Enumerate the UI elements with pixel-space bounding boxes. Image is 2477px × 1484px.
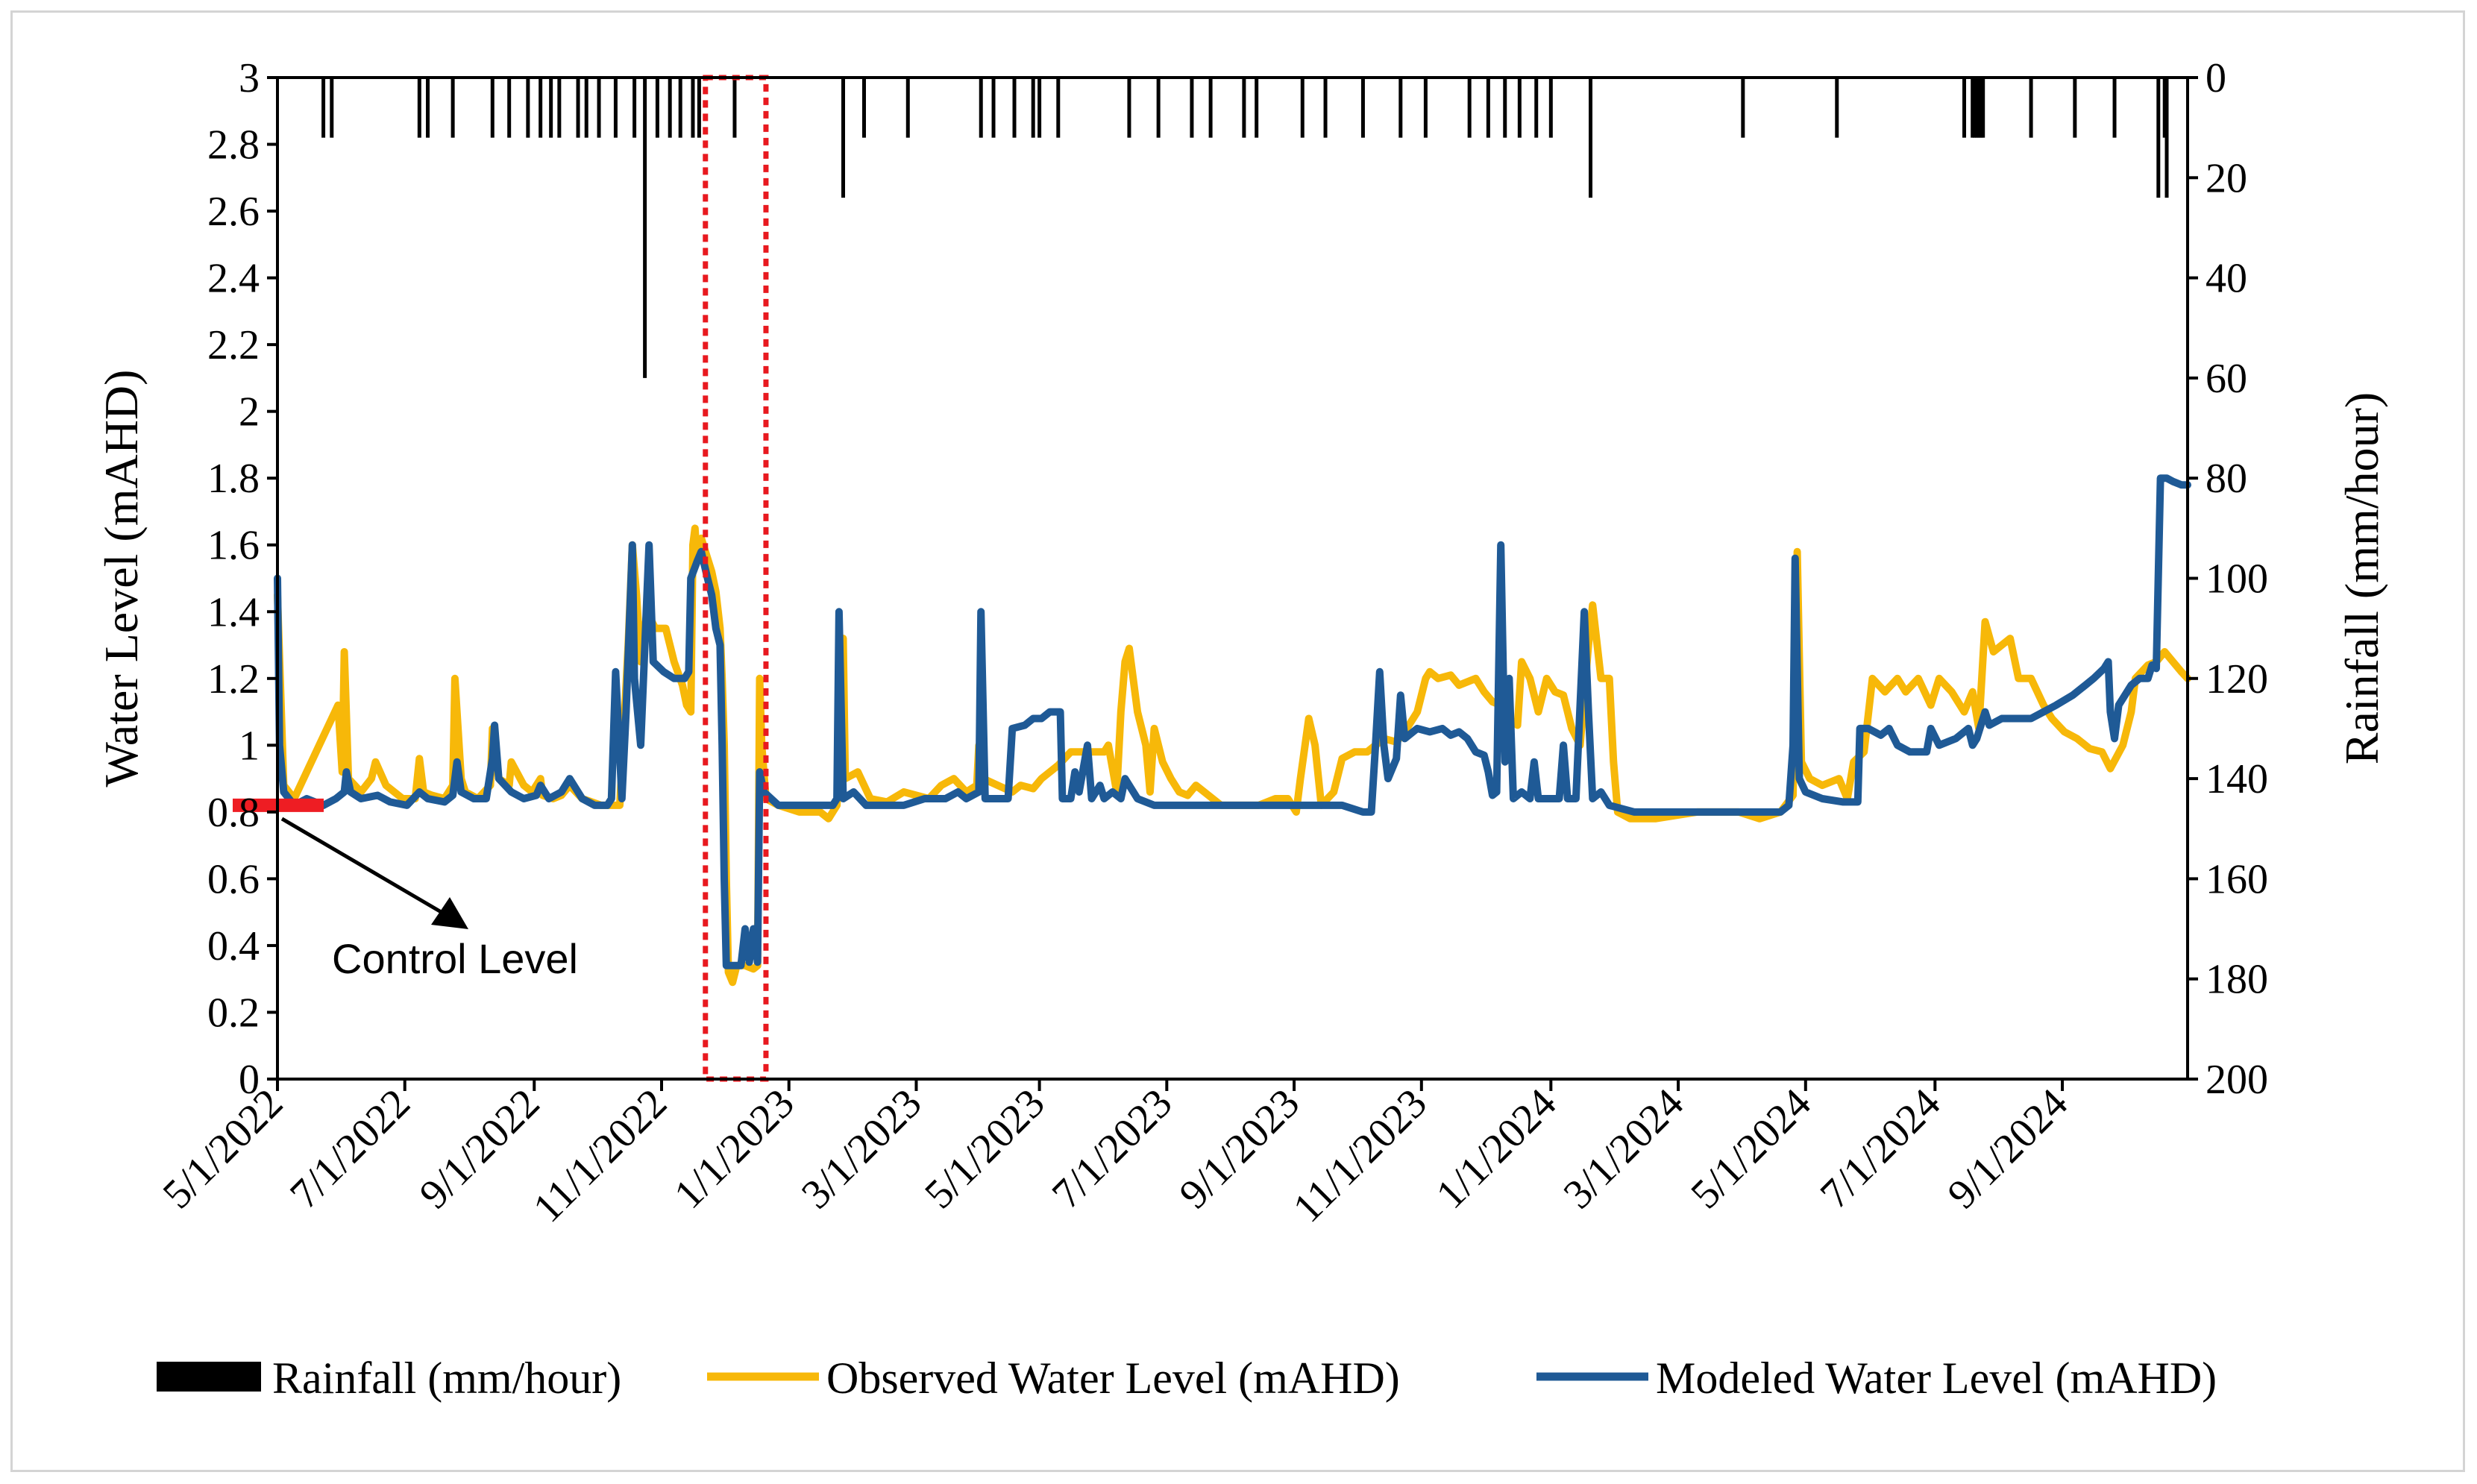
- y-axis-label: Water Level (mAHD): [95, 370, 148, 787]
- y-tick-label: 1.2: [207, 656, 260, 702]
- x-tick-label: 7/1/2024: [1812, 1080, 1950, 1218]
- observed-water-level-line: [274, 524, 2191, 987]
- y-tick-label: 1: [239, 723, 260, 769]
- control-level-label: Control Level: [332, 935, 578, 982]
- legend-label: Modeled Water Level (mAHD): [1656, 1353, 2217, 1403]
- x-tick-label: 11/1/2022: [524, 1080, 676, 1231]
- y-tick-label: 0.8: [207, 790, 260, 836]
- y-tick-label: 2.8: [207, 122, 260, 169]
- modeled-water-level-line: [274, 474, 2191, 969]
- legend: Rainfall (mm/hour) Observed Water Level (…: [157, 1353, 2217, 1403]
- rainfall-bars: [321, 78, 2169, 378]
- legend-label: Rainfall (mm/hour): [272, 1353, 621, 1403]
- y-tick-label: 3: [239, 55, 260, 101]
- x-tick-label: 1/1/2023: [665, 1080, 803, 1218]
- y2-axis-label: Rainfall (mm/hour): [2335, 392, 2388, 764]
- y-tick-label: 1.6: [207, 523, 260, 569]
- x-tick-label: 7/1/2022: [281, 1080, 419, 1218]
- figure-frame: [10, 10, 2465, 1472]
- y2-tick-label: 180: [2206, 957, 2268, 1003]
- y2-tick-label: 80: [2206, 456, 2247, 502]
- y2-tick-label: 200: [2206, 1057, 2268, 1103]
- y2-tick-label: 20: [2206, 155, 2247, 201]
- x-tick-label: 11/1/2023: [1284, 1080, 1436, 1231]
- y2-tick-label: 100: [2206, 556, 2268, 603]
- control-level-arrow: [280, 817, 449, 918]
- x-tick-label: 5/1/2023: [916, 1080, 1054, 1218]
- control-level-marker: Control Level: [233, 798, 578, 982]
- y2-tick-label: 0: [2206, 55, 2226, 101]
- x-tick-label: 5/1/2022: [154, 1080, 292, 1218]
- y2-tick-label: 140: [2206, 756, 2268, 802]
- y-tick-label: 2.6: [207, 189, 260, 235]
- control-level-arrowhead: [431, 897, 468, 929]
- y-tick-label: 2.4: [207, 256, 260, 302]
- x-tick-label: 3/1/2024: [1555, 1080, 1693, 1218]
- y-tick-label: 0: [239, 1057, 260, 1103]
- y-tick-label: 0.6: [207, 856, 260, 902]
- y2-tick-label: 120: [2206, 656, 2268, 702]
- x-tick-label: 5/1/2024: [1682, 1080, 1820, 1218]
- x-tick-label: 1/1/2024: [1428, 1080, 1566, 1218]
- x-tick-label: 7/1/2023: [1043, 1080, 1181, 1218]
- x-tick-label: 3/1/2023: [793, 1080, 931, 1218]
- y-tick-label: 0.4: [207, 923, 260, 969]
- legend-swatch-rainfall: [157, 1362, 261, 1392]
- y2-tick-label: 40: [2206, 256, 2247, 302]
- y-tick-label: 0.2: [207, 990, 260, 1036]
- y-tick-label: 2.2: [207, 322, 260, 368]
- y2-tick-label: 60: [2206, 356, 2247, 402]
- y-tick-label: 1.8: [207, 456, 260, 502]
- y-tick-label: 2: [239, 389, 260, 436]
- x-tick-label: 9/1/2024: [1939, 1080, 2077, 1218]
- y2-tick-label: 160: [2206, 856, 2268, 902]
- legend-label: Observed Water Level (mAHD): [826, 1353, 1400, 1403]
- y-tick-label: 1.4: [207, 589, 260, 635]
- axes: 0 0.2 0.4 0.6 0.8 1 1.2 1.4 1.6 1.8 2 2.2 2.4 2.6 2.8 3…: [154, 55, 2268, 1231]
